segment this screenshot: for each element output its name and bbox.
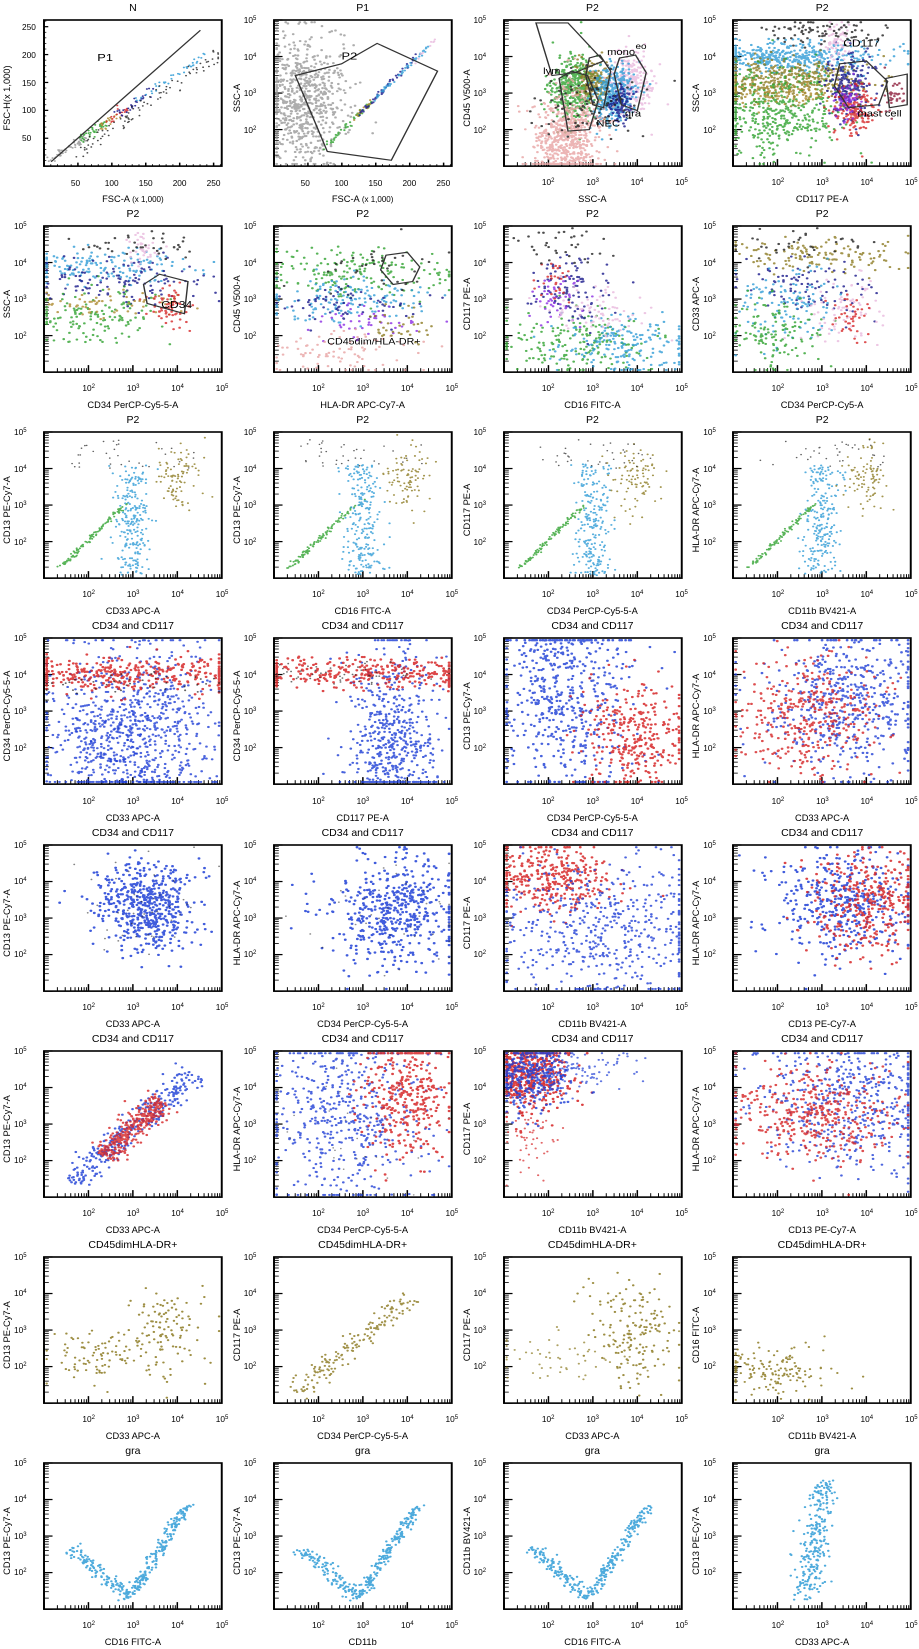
svg-text:lym: lym (543, 67, 560, 77)
svg-text:mono: mono (607, 48, 635, 58)
svg-text:CD117: CD117 (843, 38, 880, 49)
svg-text:NEC: NEC (596, 119, 620, 129)
svg-text:P1: P1 (97, 52, 113, 64)
svg-text:mast cell: mast cell (858, 109, 902, 119)
svg-text:CD45dim/HLA-DR+: CD45dim/HLA-DR+ (327, 337, 421, 347)
svg-text:P2: P2 (341, 50, 357, 62)
svg-text:gra: gra (624, 109, 641, 119)
svg-text:eo: eo (635, 42, 646, 51)
svg-text:CD34: CD34 (161, 300, 192, 311)
